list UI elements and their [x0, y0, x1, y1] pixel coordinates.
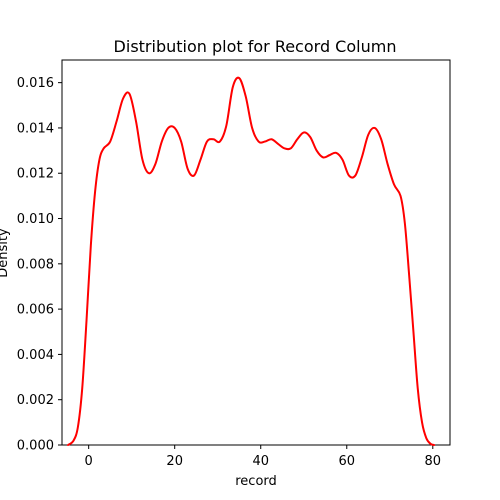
y-tick-label: 0.000: [17, 439, 54, 454]
x-tick-label: 60: [338, 454, 355, 469]
x-tick-label: 80: [425, 454, 442, 469]
y-tick-label: 0.002: [17, 393, 54, 408]
x-tick-label: 40: [252, 454, 269, 469]
y-tick-label: 0.012: [17, 167, 54, 182]
y-tick-label: 0.016: [17, 76, 54, 91]
y-axis-label: Density: [0, 228, 11, 278]
y-tick-label: 0.014: [17, 121, 54, 136]
density-curve: [67, 76, 436, 446]
x-tick-label: 0: [85, 454, 93, 469]
y-tick-label: 0.004: [17, 348, 54, 363]
y-tick-label: 0.006: [17, 303, 54, 318]
x-tick-label: 20: [166, 454, 183, 469]
x-axis-ticks: 0 20 40 60 80: [85, 445, 442, 469]
x-axis-label: record: [235, 474, 277, 489]
plot-frame: [61, 59, 451, 446]
y-tick-label: 0.008: [17, 257, 54, 272]
chart-title: Distribution plot for Record Column: [114, 37, 397, 56]
y-tick-label: 0.010: [17, 212, 54, 227]
y-axis-ticks: 0.000 0.002 0.004 0.006 0.008 0.010 0.012 0.014…: [17, 76, 62, 454]
